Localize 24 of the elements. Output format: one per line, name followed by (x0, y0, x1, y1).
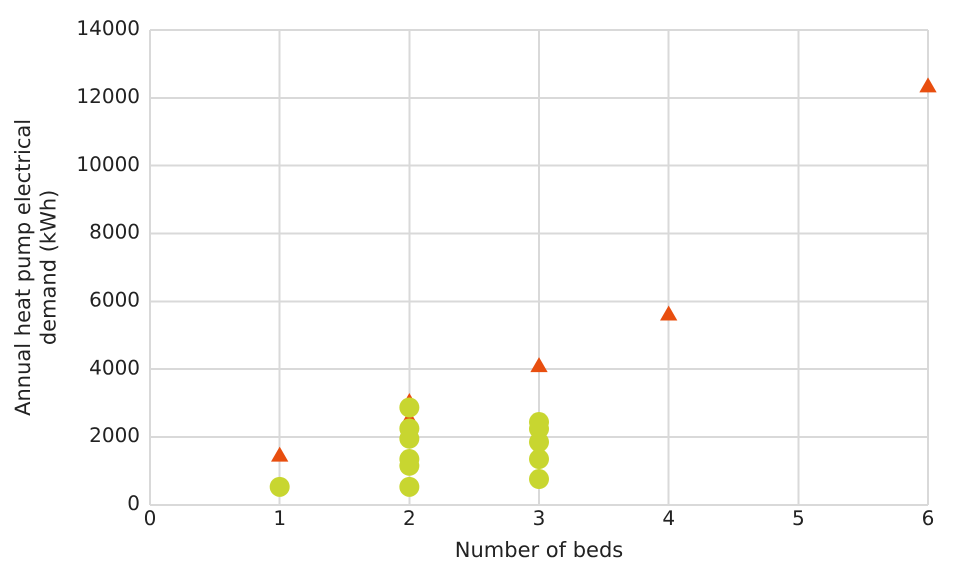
point (529, 449, 550, 470)
x-tick-label: 0 (144, 506, 156, 530)
y-axis-title: Annual heat pump electrical demand (kWh) (11, 118, 60, 416)
y-tick-label: 6000 (89, 288, 140, 312)
x-tick-label: 2 (402, 506, 416, 530)
y-tick-label: 0 (127, 491, 140, 516)
y-tick-label: 14000 (76, 16, 140, 40)
y-tick-label: 2000 (89, 423, 140, 448)
x-tick-label: 6 (922, 506, 934, 530)
y-tick-label: 10000 (76, 152, 140, 176)
point (919, 77, 937, 92)
x-tick-label: 5 (792, 506, 805, 530)
x-tick-label: 4 (662, 506, 676, 530)
point (399, 397, 420, 418)
y-tick-label: 8000 (89, 220, 140, 244)
x-axis-title: Number of beds (454, 538, 624, 562)
y-tick-label: 4000 (89, 355, 140, 380)
y-tick-label: 12000 (76, 84, 140, 108)
point (399, 476, 420, 497)
x-tick-label: 1 (273, 506, 286, 530)
point (270, 476, 290, 497)
point (660, 306, 678, 321)
x-tick-label: 3 (532, 506, 546, 530)
point (529, 469, 550, 490)
